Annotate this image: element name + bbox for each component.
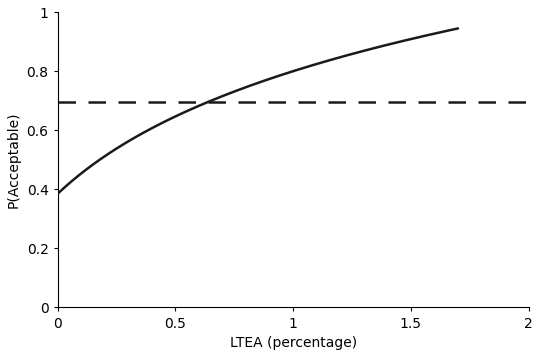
X-axis label: LTEA (percentage): LTEA (percentage) bbox=[230, 336, 356, 350]
Y-axis label: P(Acceptable): P(Acceptable) bbox=[7, 112, 21, 208]
